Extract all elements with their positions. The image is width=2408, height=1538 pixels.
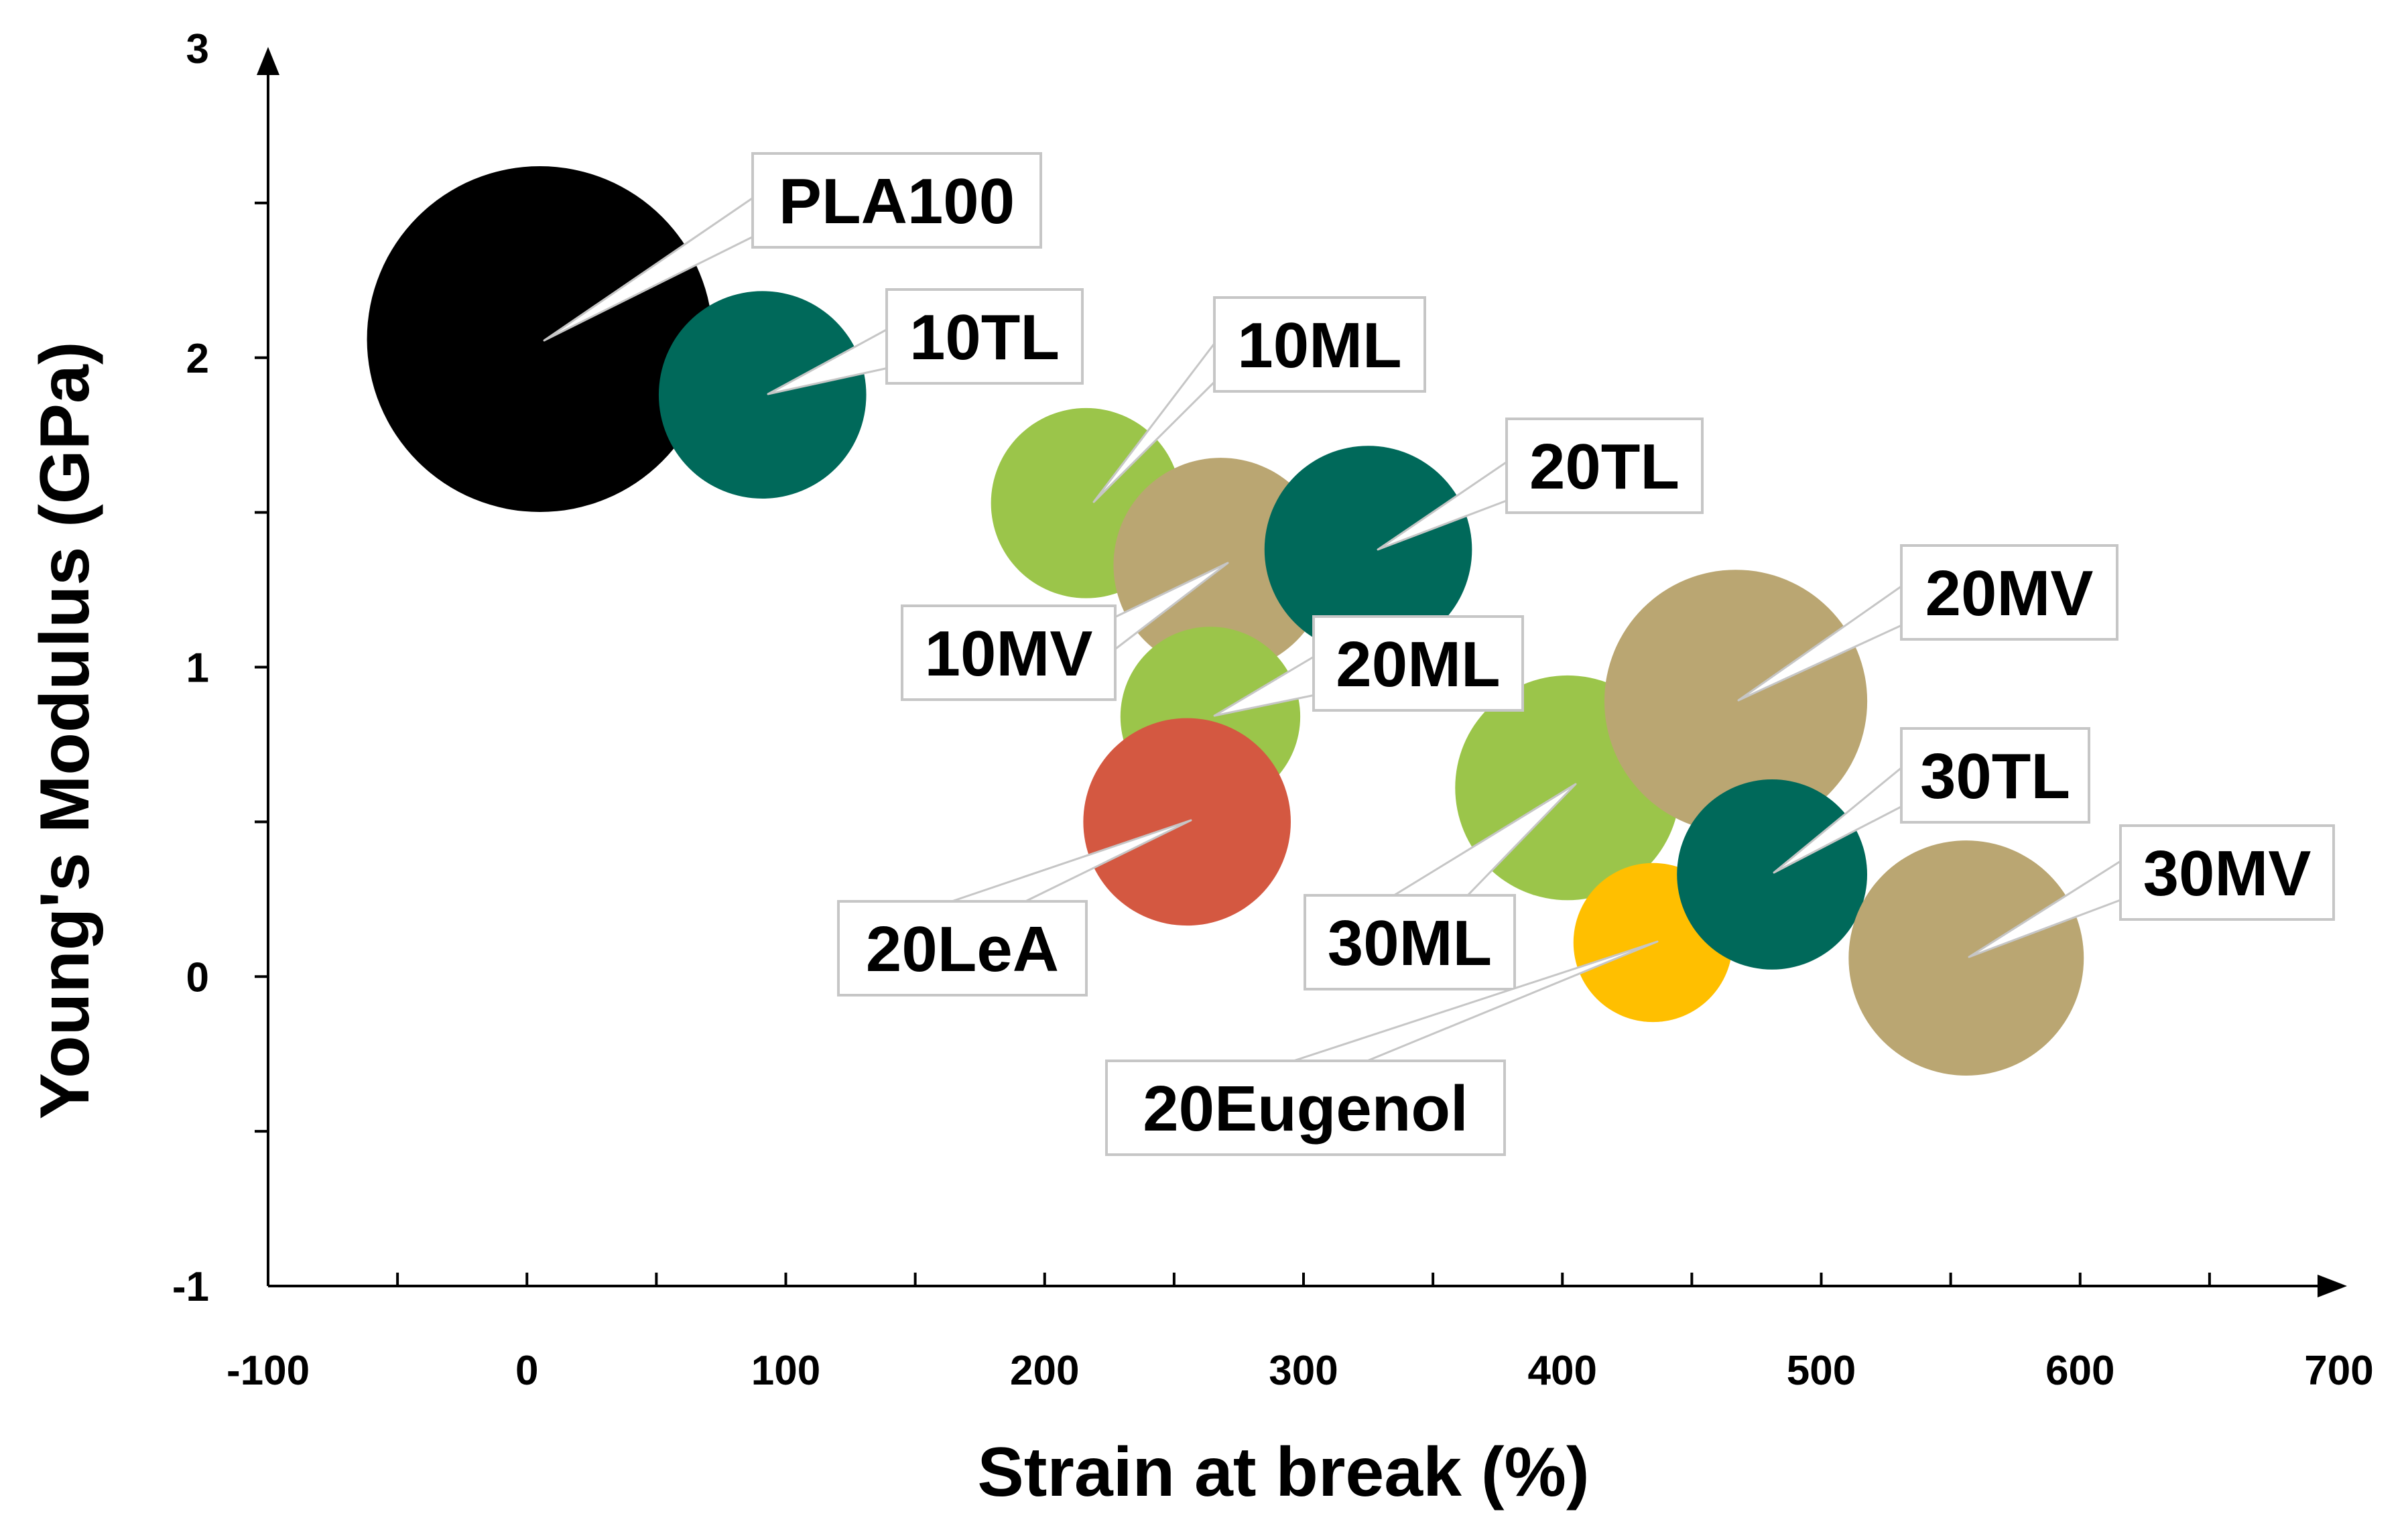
bubble-pla100	[367, 166, 713, 513]
x-axis-arrow	[2318, 1275, 2347, 1297]
x-tick-label: 400	[1528, 1348, 1597, 1394]
callout-box	[1505, 418, 1704, 514]
callout-label: 20TL	[1529, 431, 1680, 503]
callout-30ml: 30ML	[1304, 783, 1577, 990]
callout-box	[1304, 894, 1516, 990]
callout-box	[2119, 824, 2335, 921]
y-axis-title: Young's Modulus (GPa)	[26, 342, 104, 1120]
y-tick-label: 2	[186, 336, 209, 382]
callout-box	[751, 152, 1042, 249]
callout-label: 30TL	[1920, 741, 2070, 812]
bubble-30mv	[1848, 840, 2084, 1076]
callout-label: 20Eugenol	[1143, 1073, 1468, 1145]
bubble-10tl	[658, 291, 867, 499]
callout-box	[1900, 727, 2090, 824]
callout-box	[1900, 544, 2118, 641]
x-tick-label: 200	[1010, 1348, 1079, 1394]
callout-20ml: 20ML	[1213, 615, 1524, 717]
y-tick-label: 1	[186, 645, 209, 692]
callout-label: 20MV	[1925, 558, 2094, 629]
x-tick-label: 0	[515, 1348, 538, 1394]
x-tick-label: 700	[2304, 1348, 2373, 1394]
ticks: -100 0 100 200 300 400 500 600 700 -1 0 1 2 3	[172, 26, 2374, 1394]
callout-label: 10TL	[909, 302, 1060, 373]
bubble-20mv	[1604, 570, 1868, 833]
callout-box	[885, 288, 1084, 385]
x-tick-label: 100	[751, 1348, 820, 1394]
callout-label: 20LeA	[866, 913, 1059, 985]
callout-20lea: 20LeA	[837, 819, 1192, 997]
callout-10tl: 10TL	[767, 288, 1084, 395]
x-tick-label: 600	[2045, 1348, 2114, 1394]
bubble-30tl	[1677, 779, 1868, 970]
callout-label: 30ML	[1328, 907, 1492, 979]
callout-layer: PLA100 10TL 10ML 10MV 20TL 20ML 20LeA 30ML 20MV 2…	[543, 152, 2335, 1156]
callout-20eugenol: 20Eugenol	[1105, 940, 1659, 1156]
callout-20mv: 20MV	[1737, 544, 2118, 702]
y-tick-label: -1	[172, 1264, 209, 1310]
callout-label: 10MV	[925, 618, 1093, 690]
callout-box	[901, 604, 1117, 701]
callout-label: 10ML	[1237, 310, 1401, 381]
callout-30tl: 30TL	[1773, 727, 2090, 874]
callout-10mv: 10MV	[901, 562, 1229, 701]
callout-label: PLA100	[779, 166, 1015, 237]
callout-label: 30MV	[2143, 838, 2311, 909]
x-tick-label: -100	[227, 1348, 310, 1394]
callout-30mv: 30MV	[1968, 824, 2335, 958]
axes	[257, 47, 2347, 1297]
callout-20tl: 20TL	[1377, 418, 1704, 551]
y-tick-label: 0	[186, 954, 209, 1001]
callout-label: 20ML	[1336, 629, 1500, 700]
callout-pla100: PLA100	[543, 152, 1042, 342]
callout-box	[1213, 296, 1426, 393]
x-tick-label: 500	[1787, 1348, 1856, 1394]
callout-box	[1312, 615, 1524, 712]
callout-box	[837, 900, 1088, 997]
y-tick-label: 3	[186, 26, 209, 72]
y-axis-arrow	[257, 47, 279, 75]
x-tick-label: 300	[1269, 1348, 1338, 1394]
x-axis-title: Strain at break (%)	[977, 1433, 1589, 1511]
bubble-20tl	[1264, 446, 1472, 653]
callout-10ml: 10ML	[1092, 296, 1426, 503]
callout-box	[1105, 1060, 1506, 1156]
